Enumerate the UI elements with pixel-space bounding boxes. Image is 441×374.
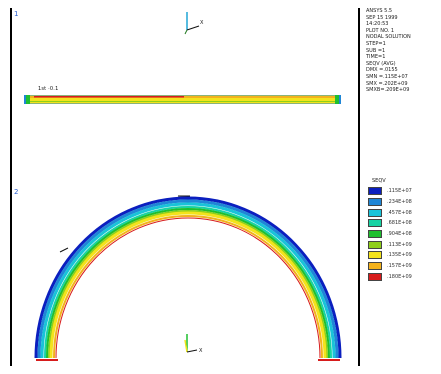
bar-annotation: 1st ·0.1 (38, 86, 59, 92)
legend-swatch (368, 262, 382, 271)
legend-line: SMX =.202E+09 (366, 80, 408, 87)
legend-line: SMXB=.209E+09 (366, 87, 410, 94)
axis-triad-bottom: X (184, 334, 203, 354)
legend-line: DMX =.0155 (366, 67, 398, 74)
legend-scale-title: SEQV (372, 178, 386, 184)
axis-triad-top: X (184, 12, 204, 35)
legend-value: .457E+08 (387, 209, 412, 216)
legend-value: .157E+09 (387, 263, 412, 270)
legend-row: .135E+09 (368, 250, 440, 261)
legend-row: .115E+07 (368, 186, 440, 197)
legend-line: 14:20:53 (366, 21, 389, 28)
legend-line: TIME=1 (366, 54, 386, 61)
legend-line: PLOT NO. 1 (366, 27, 395, 34)
legend-line: SEQV (AVG) (366, 60, 396, 67)
legend-row: .157E+09 (368, 261, 440, 272)
legend-row: .904E+08 (368, 229, 440, 240)
beam-contour-plot (24, 95, 341, 104)
window-1-label: 1 (14, 10, 19, 18)
legend-panel: ANSYS 5.5 SEP 15 1999 14:20:53 PLOT NO. … (366, 8, 441, 308)
triad-top-axis-label: X (200, 20, 204, 26)
contour-legend-scale: SEQV .115E+07 .234E+08 .457E+08 .681E+08 .90… (368, 178, 440, 282)
left-window-border (10, 8, 12, 366)
legend-line: STEP=1 (366, 40, 386, 47)
legend-value: .234E+08 (387, 199, 412, 206)
legend-value: .113E+09 (387, 241, 412, 248)
legend-value: .904E+08 (387, 231, 412, 238)
legend-value: .115E+07 (387, 188, 412, 195)
legend-row: .234E+08 (368, 197, 440, 208)
legend-line: ANSYS 5.5 (366, 8, 393, 14)
legend-row: .681E+08 (368, 218, 440, 229)
right-window-border (358, 8, 360, 366)
legend-swatch (368, 198, 382, 207)
legend-swatch (368, 219, 382, 228)
legend-swatch (368, 251, 382, 260)
legend-row: .113E+09 (368, 239, 440, 250)
legend-swatch (368, 230, 382, 239)
arch-contour-plot (34, 195, 342, 361)
legend-swatch (368, 187, 382, 196)
legend-value: .180E+09 (387, 273, 412, 280)
legend-line: SEP 15 1999 (366, 14, 398, 21)
legend-line: SMN =.115E+07 (366, 73, 408, 80)
legend-line: NODAL SOLUTION (366, 34, 411, 41)
window-2-label: 2 (14, 188, 19, 196)
legend-swatch (368, 208, 382, 217)
triad-bottom-axis-label: X (199, 348, 203, 354)
legend-row: .457E+08 (368, 207, 440, 218)
legend-value: .681E+08 (387, 220, 412, 227)
legend-value: .135E+09 (387, 252, 412, 259)
legend-row: .180E+09 (368, 272, 440, 283)
legend-swatch (368, 272, 382, 281)
legend-line: SUB =1 (366, 47, 386, 54)
legend-swatch (368, 240, 382, 249)
